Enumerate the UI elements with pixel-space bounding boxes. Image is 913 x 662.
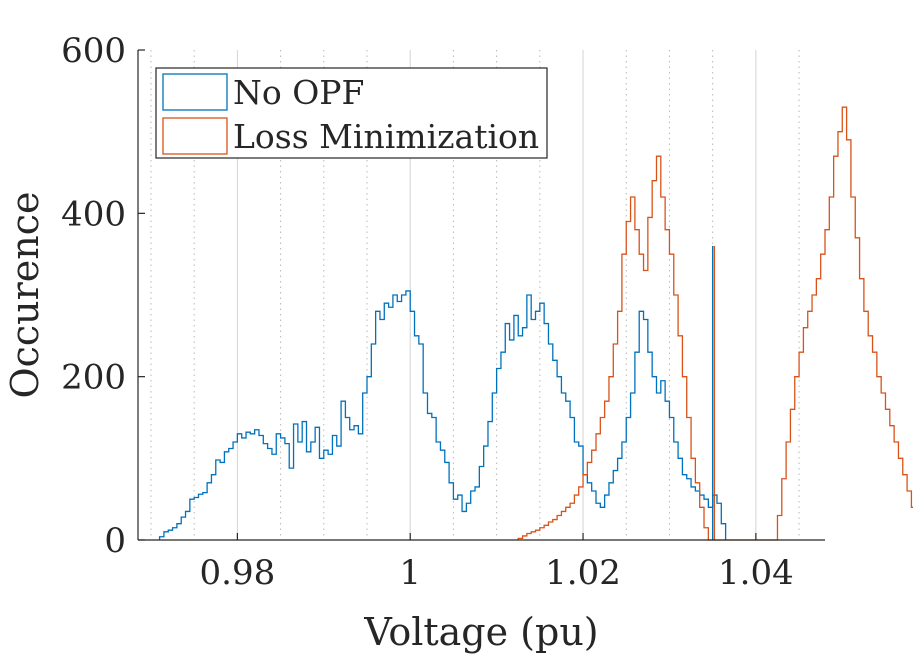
legend: No OPF Loss Minimization xyxy=(155,67,548,159)
y-tick-label-1: 200 xyxy=(61,358,126,398)
series-1-histogram xyxy=(517,106,913,541)
y-ticks: 0 200 400 600 xyxy=(61,31,145,561)
series-layer xyxy=(158,106,913,541)
y-tick-label-2: 400 xyxy=(61,194,126,234)
x-tick-label-1: 1 xyxy=(399,553,421,593)
legend-swatch-loss-minimization xyxy=(162,117,228,155)
series-0-histogram xyxy=(158,290,727,540)
x-axis-label: Voltage (pu) xyxy=(363,610,598,654)
y-tick-label-3: 600 xyxy=(61,31,126,71)
x-tick-label-0: 0.98 xyxy=(200,553,276,593)
x-ticks: 0.98 1 1.02 1.04 xyxy=(200,533,794,593)
y-axis-label: Occurence xyxy=(3,191,47,398)
legend-box xyxy=(155,67,548,159)
legend-swatch-no-opf xyxy=(162,73,228,111)
axes xyxy=(137,50,825,541)
x-tick-label-3: 1.04 xyxy=(718,553,794,593)
y-tick-label-0: 0 xyxy=(104,521,126,561)
x-tick-label-2: 1.02 xyxy=(545,553,621,593)
legend-label-loss-minimization: Loss Minimization xyxy=(233,117,539,156)
legend-label-no-opf: No OPF xyxy=(233,73,364,112)
